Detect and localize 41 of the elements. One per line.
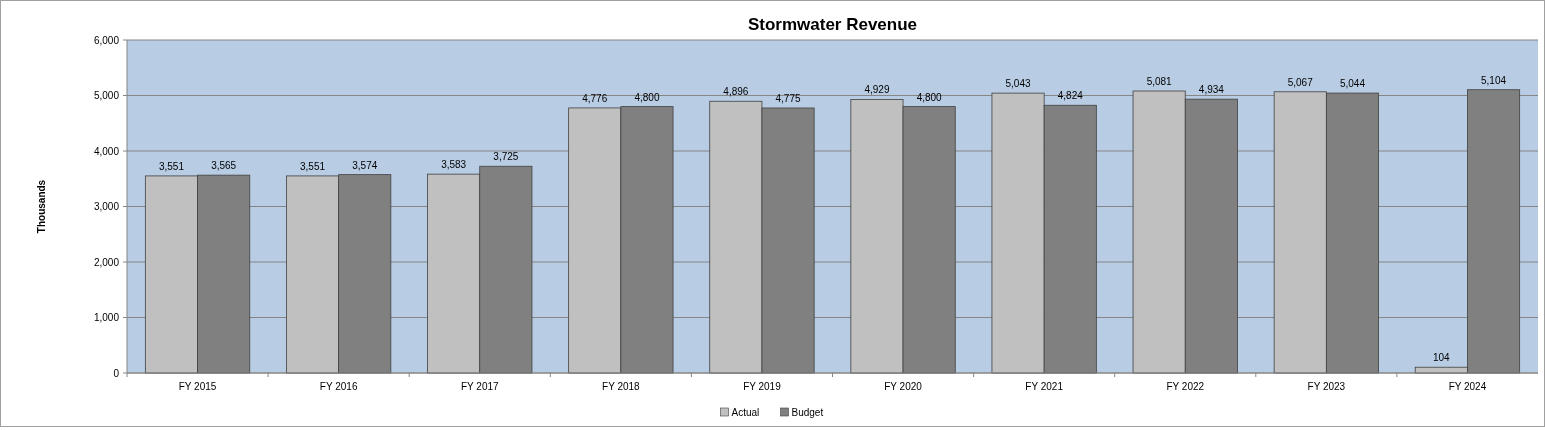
data-label: 4,934 [1198, 84, 1225, 96]
y-tick-label: 0 [113, 367, 120, 379]
x-tick-label: FY 2018 [602, 381, 641, 392]
x-tick-label: FY 2019 [743, 381, 782, 392]
x-tick-label: FY 2021 [1025, 381, 1064, 392]
data-label: 3,583 [441, 159, 467, 171]
data-label: 5,067 [1287, 76, 1314, 88]
data-label: 4,800 [916, 91, 943, 103]
data-label: 5,081 [1146, 76, 1173, 87]
data-label: 3,725 [493, 151, 519, 163]
data-label: 3,574 [352, 159, 378, 171]
x-tick-label: FY 2017 [460, 381, 499, 392]
data-label: 4,800 [634, 91, 660, 103]
x-tick-label: FY 2020 [884, 381, 923, 392]
legend-label: Actual [731, 407, 760, 418]
x-tick-label: FY 2022 [1166, 381, 1205, 392]
y-tick-label: 6,000 [93, 34, 120, 46]
data-label: 4,824 [1057, 90, 1084, 102]
y-axis-title: Thousands [36, 179, 47, 234]
x-tick-label: FY 2023 [1307, 381, 1346, 392]
data-label: 5,104 [1481, 74, 1507, 86]
data-label: 3,565 [211, 160, 237, 172]
data-label: 5,044 [1339, 78, 1366, 90]
x-tick-label: FY 2024 [1448, 381, 1487, 392]
y-tick-label: 3,000 [93, 201, 120, 212]
legend-label: Budget [791, 407, 824, 418]
data-label: 3,551 [158, 160, 185, 172]
data-label: 5,043 [1005, 78, 1031, 90]
data-label: 104 [1433, 352, 1451, 364]
data-label: 4,775 [775, 92, 801, 104]
data-label: 3,551 [300, 160, 326, 172]
data-label: 4,896 [723, 86, 749, 98]
x-tick-label: FY 2015 [178, 381, 217, 392]
y-tick-label: 5,000 [93, 90, 120, 101]
chart-title: Stormwater Revenue [747, 15, 918, 34]
x-tick-label: FY 2016 [319, 381, 358, 392]
y-tick-label: 4,000 [93, 145, 120, 157]
y-tick-label: 1,000 [93, 312, 120, 323]
data-label: 4,929 [864, 84, 890, 96]
data-label: 4,776 [582, 92, 608, 104]
y-tick-label: 2,000 [93, 256, 120, 268]
